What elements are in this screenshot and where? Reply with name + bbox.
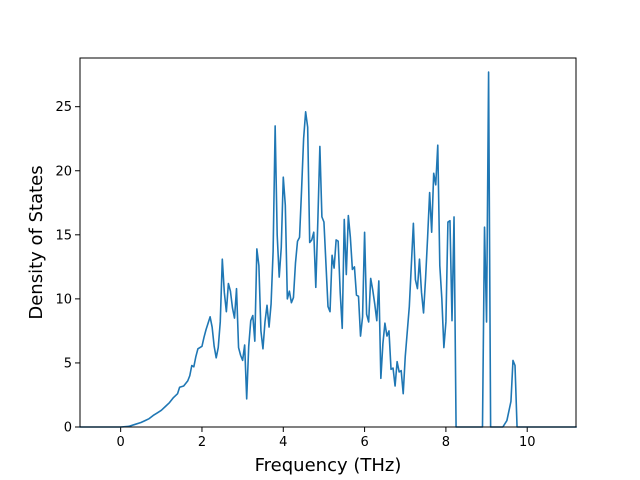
x-axis-label: Frequency (THz): [255, 455, 402, 476]
y-tick-label: 15: [55, 228, 72, 243]
y-tick-label: 20: [55, 164, 72, 179]
y-tick-label: 25: [55, 100, 72, 115]
y-tick-label: 0: [64, 421, 72, 436]
ticks-layer: 0 2 4 6 8 10 0 5 10 15 20 25: [55, 100, 535, 450]
x-tick-label: 2: [198, 435, 206, 450]
x-tick-label: 0: [117, 435, 125, 450]
y-tick-label: 10: [55, 292, 72, 307]
x-tick-label: 10: [519, 435, 536, 450]
series-layer: [79, 71, 577, 428]
x-tick-label: 8: [442, 435, 450, 450]
x-tick-label: 6: [360, 435, 368, 450]
x-tick-label: 4: [279, 435, 287, 450]
y-tick-label: 5: [64, 356, 72, 371]
dos-series-line: [79, 71, 577, 428]
y-axis-label: Density of States: [26, 165, 47, 319]
plot-frame: [79, 57, 577, 428]
